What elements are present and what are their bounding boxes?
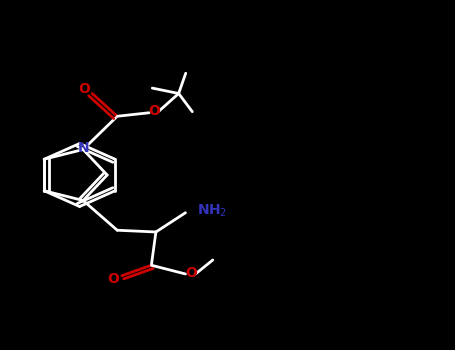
Text: O: O <box>78 82 90 96</box>
Text: N: N <box>77 141 89 155</box>
Text: O: O <box>149 104 161 118</box>
Text: NH$_2$: NH$_2$ <box>197 203 227 219</box>
Text: O: O <box>185 266 197 280</box>
Text: O: O <box>108 272 120 286</box>
